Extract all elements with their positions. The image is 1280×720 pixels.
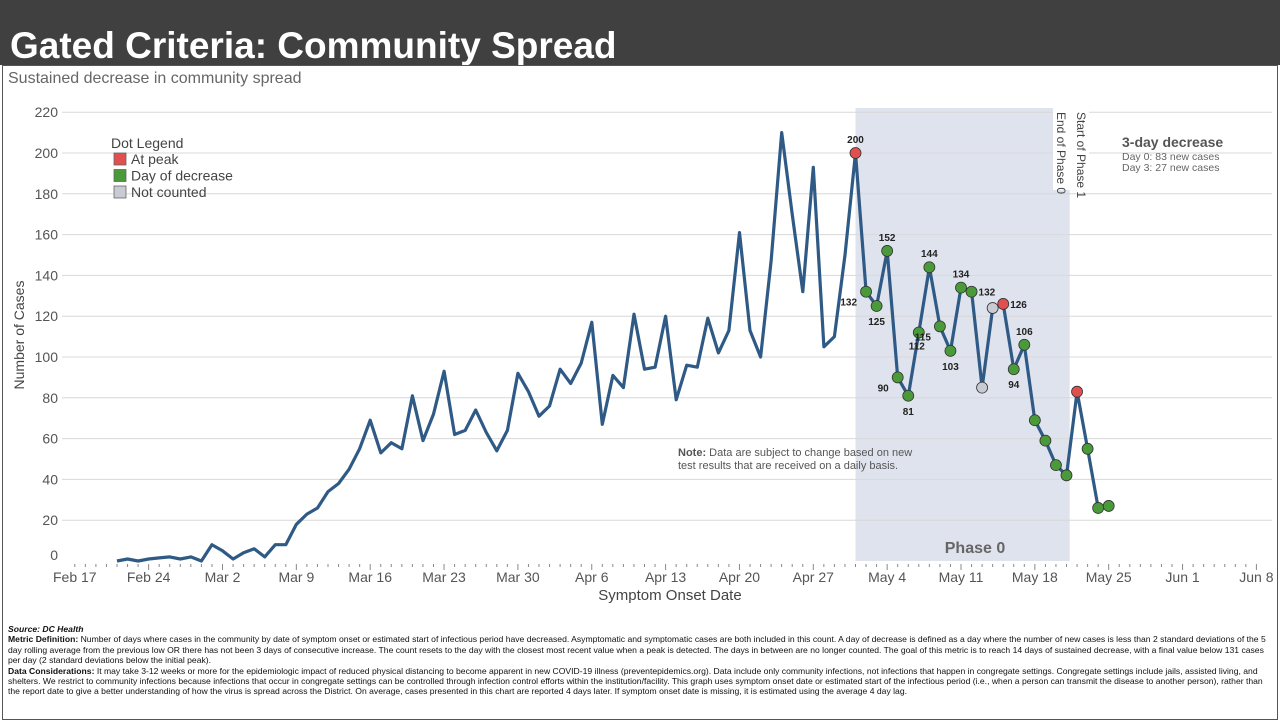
data-point-decrease	[1039, 434, 1052, 447]
legend-swatch	[113, 152, 127, 166]
x-tick-label: May 18	[1012, 569, 1058, 585]
data-point-decrease	[1028, 414, 1041, 427]
y-tick-label: 0	[50, 547, 58, 563]
data-point-decrease	[1050, 459, 1062, 472]
data-label: 200	[847, 135, 864, 146]
data-label: 132	[840, 298, 857, 309]
x-tick-label: Mar 2	[205, 569, 241, 585]
data-point-decrease	[870, 300, 883, 312]
phase0-shade	[855, 108, 1070, 561]
metric-definition-text: Number of days where cases in the commun…	[8, 634, 1266, 666]
x-tick-label: May 4	[868, 569, 906, 585]
x-tick-label: Mar 9	[278, 569, 314, 585]
data-point-notcounted	[986, 302, 999, 314]
data-label: 144	[921, 249, 938, 260]
data-point-peak	[849, 147, 862, 159]
data-label: 81	[903, 407, 915, 418]
phase-label-bg	[1053, 108, 1089, 190]
data-label: 126	[1010, 300, 1027, 311]
page-title: Gated Criteria: Community Spread	[10, 25, 617, 66]
data-considerations-label: Data Considerations:	[8, 665, 95, 676]
legend-swatch	[113, 185, 127, 199]
y-tick-label: 100	[35, 349, 59, 365]
y-tick-label: 180	[35, 186, 59, 202]
three-day-day3: Day 3: 27 new cases	[1122, 162, 1219, 174]
phase0-label: Phase 0	[945, 540, 1006, 557]
x-tick-label: Feb 17	[53, 569, 97, 585]
y-tick-label: 120	[35, 308, 59, 324]
data-label: 94	[1008, 380, 1020, 391]
data-point-decrease	[934, 320, 946, 333]
line-chart: 0 20 40 60 80 100 120 140 160 180 200 220 Feb 17 Feb …	[11, 104, 1274, 604]
data-point-decrease	[1018, 338, 1031, 351]
x-tick-label: Apr 27	[793, 569, 834, 585]
note-text-line2: test results that are received on a dail…	[678, 460, 898, 472]
source-text: Source: DC Health	[8, 624, 84, 634]
x-tick-label: Feb 24	[127, 569, 171, 585]
y-tick-label: 220	[35, 104, 59, 120]
data-label: 115	[915, 332, 932, 343]
data-point-decrease	[1081, 442, 1094, 455]
data-point-peak	[1071, 385, 1083, 398]
data-point-decrease	[902, 389, 915, 402]
data-label: 103	[942, 362, 959, 373]
data-label: 112	[909, 342, 926, 353]
legend-title: Dot Legend	[111, 135, 183, 151]
x-tick-label: Jun 1	[1165, 569, 1199, 585]
data-label: 134	[953, 270, 970, 281]
chart-subtitle: Sustained decrease in community spread	[8, 70, 302, 87]
y-tick-label: 80	[42, 390, 58, 406]
three-day-day0: Day 0: 83 new cases	[1122, 151, 1219, 163]
y-tick-label: 60	[42, 431, 58, 447]
x-tick-label: Mar 30	[496, 569, 540, 585]
data-point-decrease	[1092, 502, 1105, 514]
three-day-title: 3-day decrease	[1122, 134, 1223, 150]
legend-label: Not counted	[131, 184, 207, 200]
y-axis-title: Number of Cases	[11, 281, 27, 390]
data-considerations-text: It may take 3-12 weeks or more for the e…	[8, 665, 1263, 697]
data-label: 106	[1016, 327, 1033, 338]
header-bar: Gated Criteria: Community Spread	[0, 0, 1280, 66]
legend-swatch	[113, 169, 127, 182]
x-tick-label: Mar 23	[422, 569, 466, 585]
data-point-decrease	[965, 285, 978, 298]
x-tick-label: Jun 8	[1239, 569, 1273, 585]
y-tick-label: 40	[42, 471, 58, 487]
y-tick-label: 160	[35, 227, 59, 243]
metric-definition-label: Metric Definition:	[8, 634, 79, 645]
data-point-decrease	[860, 285, 872, 298]
data-point-decrease	[1007, 363, 1020, 376]
x-tick-label: May 25	[1086, 569, 1132, 585]
y-tick-label: 20	[42, 512, 58, 528]
y-tick-label: 200	[35, 145, 59, 161]
data-point-decrease	[1102, 500, 1115, 512]
x-tick-label: Mar 16	[348, 569, 392, 585]
series-line	[116, 131, 1110, 563]
data-label: 132	[979, 288, 996, 299]
data-point-peak	[997, 298, 1010, 310]
data-point-notcounted	[976, 381, 988, 394]
data-point-decrease	[923, 261, 936, 274]
data-point-decrease	[881, 245, 894, 257]
end-phase0-label: End of Phase 0	[1054, 112, 1068, 194]
note-text: Note: Data are subject to change based o…	[678, 447, 912, 459]
x-tick-label: Apr 13	[645, 569, 686, 585]
y-tick-label: 140	[35, 267, 59, 283]
x-tick-label: May 11	[939, 569, 984, 585]
data-point-decrease	[955, 281, 967, 294]
x-axis-title: Symptom Onset Date	[598, 587, 741, 604]
data-label: 152	[879, 233, 896, 244]
data-label: 125	[868, 317, 885, 328]
data-point-decrease	[1060, 469, 1073, 482]
footer-notes: Source: DC Health Metric Definition: Num…	[8, 624, 1272, 697]
x-tick-label: Apr 6	[575, 569, 609, 585]
data-point-decrease	[891, 371, 904, 384]
start-phase1-label: Start of Phase 1	[1074, 112, 1088, 198]
data-point-decrease	[944, 344, 957, 357]
data-label: 90	[878, 383, 890, 394]
x-tick-label: Apr 20	[719, 569, 760, 585]
data-point-decrease	[912, 326, 925, 339]
legend-label: At peak	[131, 151, 179, 167]
legend-label: Day of decrease	[131, 168, 233, 184]
